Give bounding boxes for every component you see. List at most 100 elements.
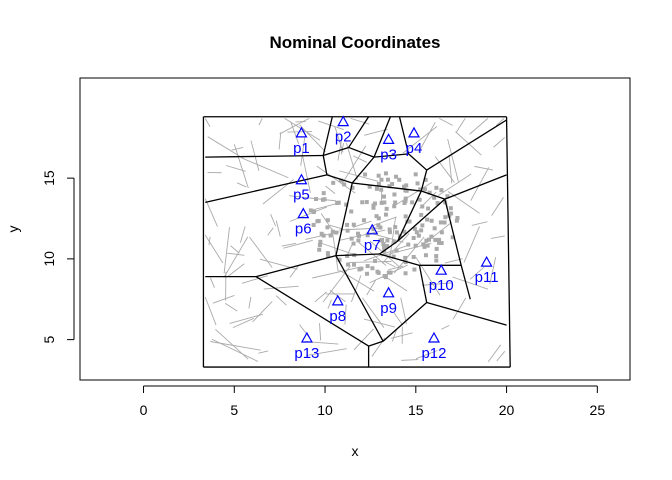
- case-marker: [412, 267, 417, 272]
- street-segment: [496, 350, 506, 362]
- case-marker: [376, 173, 381, 178]
- street-segment: [418, 122, 436, 153]
- case-marker: [387, 184, 392, 189]
- case-marker: [393, 225, 398, 230]
- street-segment: [290, 121, 300, 144]
- pump-p2-marker: [337, 115, 350, 127]
- case-marker: [433, 237, 438, 242]
- case-marker: [413, 172, 418, 177]
- street-segment: [383, 260, 396, 268]
- street-map: [204, 117, 506, 363]
- street-segment: [209, 277, 215, 288]
- street-segment: [231, 147, 244, 151]
- case-marker: [356, 231, 361, 236]
- x-tick-label: 15: [408, 402, 424, 418]
- cell-edge: [382, 301, 428, 342]
- street-segment: [204, 118, 211, 128]
- street-segment: [334, 126, 344, 153]
- street-segment: [208, 236, 211, 246]
- street-segment: [289, 195, 337, 202]
- case-marker: [374, 214, 379, 219]
- x-tick-label: 5: [230, 402, 238, 418]
- case-marker: [383, 212, 388, 217]
- case-marker: [314, 197, 319, 202]
- case-marker: [429, 218, 434, 223]
- street-segment: [421, 282, 453, 286]
- case-marker: [376, 216, 381, 221]
- cell-edge: [205, 174, 328, 203]
- street-segment: [452, 276, 489, 290]
- case-marker: [445, 194, 450, 199]
- case-marker: [321, 233, 326, 238]
- cell-edge: [426, 301, 507, 326]
- case-marker: [364, 200, 369, 205]
- case-marker: [449, 211, 454, 216]
- case-marker: [351, 222, 356, 227]
- street-segment: [493, 137, 506, 148]
- street-segment: [369, 240, 401, 269]
- case-marker: [325, 251, 330, 256]
- pump-p5-label: p5: [293, 187, 310, 204]
- cell-edge: [255, 276, 369, 347]
- case-marker: [403, 260, 408, 265]
- case-marker: [434, 246, 439, 251]
- pump-p9-marker: [382, 286, 395, 298]
- case-marker: [426, 237, 431, 242]
- case-marker: [432, 226, 437, 231]
- street-segment: [319, 323, 322, 341]
- case-marker: [439, 241, 444, 246]
- street-segment: [301, 153, 311, 193]
- case-marker: [317, 247, 322, 252]
- case-marker: [419, 212, 424, 217]
- street-segment: [390, 332, 413, 339]
- case-marker: [345, 222, 350, 227]
- case-marker: [325, 225, 330, 230]
- case-marker: [401, 184, 406, 189]
- street-segment: [233, 144, 249, 189]
- street-segment: [364, 128, 388, 136]
- street-segment: [215, 328, 249, 360]
- case-marker: [388, 230, 393, 235]
- case-marker: [373, 258, 378, 263]
- street-segment: [236, 182, 247, 188]
- street-segment: [471, 221, 488, 226]
- pump-p4-marker: [407, 126, 421, 138]
- case-marker: [383, 171, 388, 176]
- case-marker: [403, 271, 408, 276]
- case-marker: [382, 200, 387, 205]
- case-marker: [410, 200, 415, 205]
- x-tick-label: 10: [317, 402, 333, 418]
- cell-edge: [335, 253, 380, 257]
- y-tick-label: 10: [41, 251, 57, 267]
- street-segment: [381, 233, 410, 264]
- case-marker: [311, 222, 316, 227]
- pump-p6-label: p6: [295, 221, 312, 238]
- case-marker: [318, 239, 323, 244]
- case-marker: [378, 225, 383, 230]
- street-segment: [372, 216, 397, 227]
- case-marker: [404, 183, 409, 188]
- street-segment: [401, 359, 419, 361]
- pump-p3-marker: [382, 133, 395, 144]
- street-segment: [204, 296, 217, 326]
- case-marker: [418, 187, 423, 192]
- pump-p6-marker: [297, 207, 310, 219]
- case-marker: [330, 229, 335, 234]
- cell-edge: [335, 255, 384, 342]
- case-marker: [374, 186, 379, 191]
- case-marker: [320, 197, 325, 202]
- street-segment: [491, 197, 504, 216]
- cell-edge: [205, 154, 324, 158]
- case-marker: [403, 196, 408, 201]
- street-segment: [362, 297, 385, 328]
- case-marker: [413, 243, 418, 248]
- case-marker: [328, 233, 333, 238]
- case-marker: [454, 218, 459, 223]
- street-segment: [241, 157, 289, 179]
- case-marker: [422, 187, 427, 192]
- street-segment: [289, 206, 327, 222]
- street-segment: [314, 291, 327, 303]
- case-marker: [316, 218, 321, 223]
- street-segment: [263, 285, 299, 290]
- case-marker: [342, 182, 347, 187]
